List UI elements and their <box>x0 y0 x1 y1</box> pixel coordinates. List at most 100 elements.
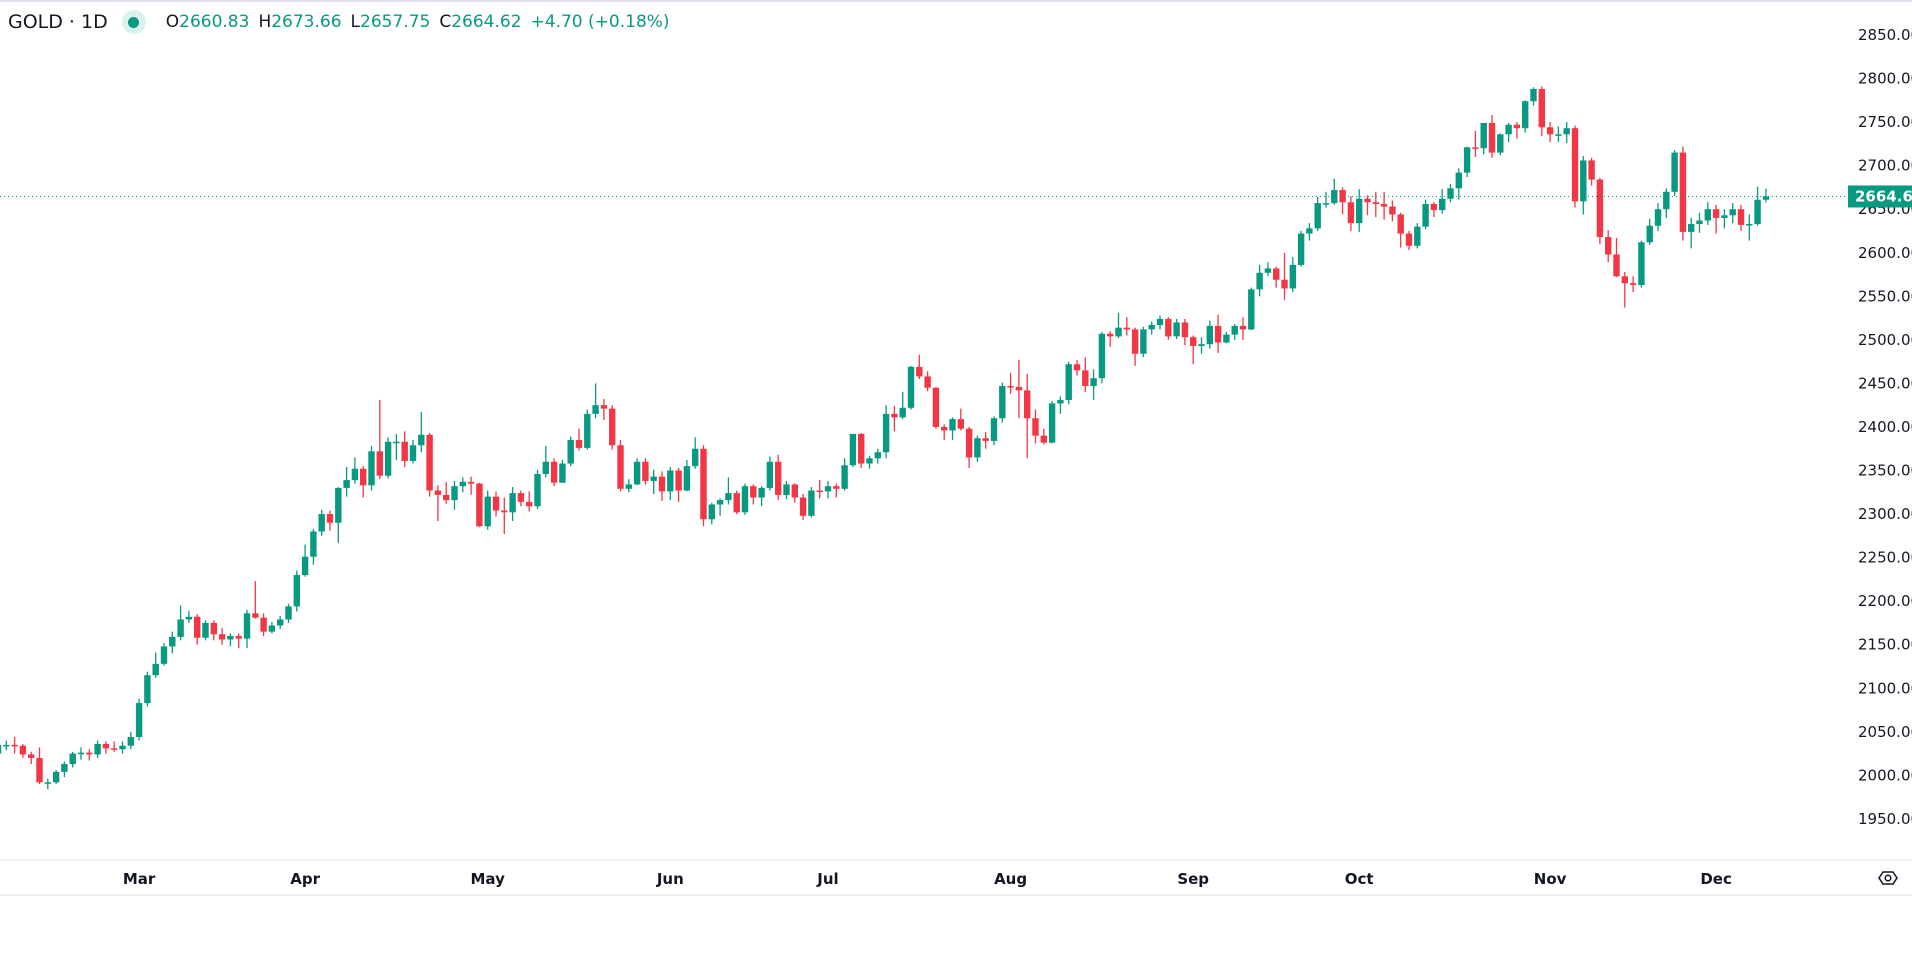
candle[interactable] <box>152 652 159 678</box>
candle[interactable] <box>1115 312 1122 339</box>
candle[interactable] <box>52 770 60 785</box>
candle[interactable] <box>575 428 583 451</box>
candle[interactable] <box>185 610 193 623</box>
candle[interactable] <box>144 671 151 707</box>
candle[interactable] <box>1530 87 1537 106</box>
candle[interactable] <box>1297 230 1305 267</box>
candle[interactable] <box>783 480 790 500</box>
candle[interactable] <box>650 469 657 495</box>
candle[interactable] <box>1289 257 1296 292</box>
candle[interactable] <box>401 431 408 468</box>
candle[interactable] <box>584 409 591 450</box>
candle[interactable] <box>434 485 442 522</box>
candle[interactable] <box>1621 271 1628 308</box>
candle[interactable] <box>1248 287 1255 331</box>
candle[interactable] <box>1480 122 1487 155</box>
candle[interactable] <box>1065 361 1072 405</box>
candle[interactable] <box>858 433 865 468</box>
candle[interactable] <box>600 399 608 420</box>
candle[interactable] <box>1190 335 1197 365</box>
candle[interactable] <box>218 628 226 645</box>
candle[interactable] <box>3 740 10 751</box>
candle[interactable] <box>916 354 923 380</box>
candle[interactable] <box>874 448 881 464</box>
candle[interactable] <box>492 491 500 517</box>
candle[interactable] <box>351 457 359 484</box>
candle[interactable] <box>1015 359 1023 419</box>
candle[interactable] <box>658 471 666 501</box>
candle[interactable] <box>1629 276 1637 292</box>
candle[interactable] <box>252 581 259 619</box>
candle[interactable] <box>1206 320 1213 349</box>
candle[interactable] <box>1414 223 1421 249</box>
candle[interactable] <box>1057 396 1064 414</box>
candle[interactable] <box>816 480 823 499</box>
candle[interactable] <box>592 383 599 419</box>
candle[interactable] <box>310 528 317 565</box>
candle[interactable] <box>343 467 350 497</box>
candle[interactable] <box>1638 240 1645 288</box>
candle[interactable] <box>1090 369 1097 400</box>
candle[interactable] <box>509 487 516 522</box>
candle[interactable] <box>1463 146 1471 177</box>
candle[interactable] <box>1613 237 1620 278</box>
candle[interactable] <box>1007 372 1014 394</box>
candle[interactable] <box>999 382 1006 423</box>
candle[interactable] <box>750 484 757 505</box>
candle[interactable] <box>1314 197 1321 231</box>
candle[interactable] <box>1422 199 1429 230</box>
candle[interactable] <box>1447 183 1454 203</box>
candle[interactable] <box>1704 202 1711 225</box>
candle[interactable] <box>467 476 475 495</box>
candle[interactable] <box>625 479 632 493</box>
candle[interactable] <box>1596 177 1604 245</box>
candle[interactable] <box>667 467 674 501</box>
candle[interactable] <box>941 424 948 441</box>
candle[interactable] <box>77 747 85 760</box>
candle[interactable] <box>1173 318 1180 339</box>
candle[interactable] <box>1156 315 1164 330</box>
candle[interactable] <box>550 458 558 487</box>
candle[interactable] <box>409 440 417 464</box>
candle[interactable] <box>1546 122 1554 143</box>
candle[interactable] <box>127 731 134 750</box>
candle[interactable] <box>965 426 973 468</box>
candle[interactable] <box>376 399 383 480</box>
candle[interactable] <box>1737 204 1745 231</box>
candle[interactable] <box>1082 357 1089 393</box>
candle[interactable] <box>1223 332 1230 344</box>
candle[interactable] <box>326 510 334 531</box>
candle[interactable] <box>775 454 782 501</box>
candle[interactable] <box>1123 317 1130 336</box>
candle[interactable] <box>293 570 300 612</box>
candle[interactable] <box>1389 200 1396 222</box>
candle[interactable] <box>1322 191 1330 208</box>
candle[interactable] <box>1721 209 1728 229</box>
candle[interactable] <box>28 751 35 765</box>
candle[interactable] <box>393 433 400 461</box>
candle[interactable] <box>243 609 251 649</box>
candle[interactable] <box>194 614 201 645</box>
candle[interactable] <box>957 408 964 431</box>
price-axis[interactable]: 2850.002800.002750.002700.002650.002600.… <box>1858 26 1912 828</box>
candle[interactable] <box>1040 428 1047 445</box>
candle[interactable] <box>982 432 989 449</box>
candle[interactable] <box>94 740 101 758</box>
candle[interactable] <box>517 490 525 507</box>
candle[interactable] <box>833 483 840 498</box>
candle[interactable] <box>1331 178 1338 205</box>
candle[interactable] <box>368 446 375 491</box>
candle[interactable] <box>459 477 466 493</box>
candle[interactable] <box>700 445 707 527</box>
candle[interactable] <box>1605 230 1612 263</box>
candle[interactable] <box>1754 186 1761 226</box>
candle[interactable] <box>360 466 367 498</box>
candle[interactable] <box>1140 326 1147 358</box>
candle[interactable] <box>1430 202 1438 218</box>
market-open-dot-icon[interactable] <box>121 10 146 34</box>
candle[interactable] <box>799 494 807 521</box>
candle[interactable] <box>866 455 873 469</box>
candle[interactable] <box>716 498 724 516</box>
candle[interactable] <box>609 405 616 450</box>
candle[interactable] <box>11 737 18 754</box>
